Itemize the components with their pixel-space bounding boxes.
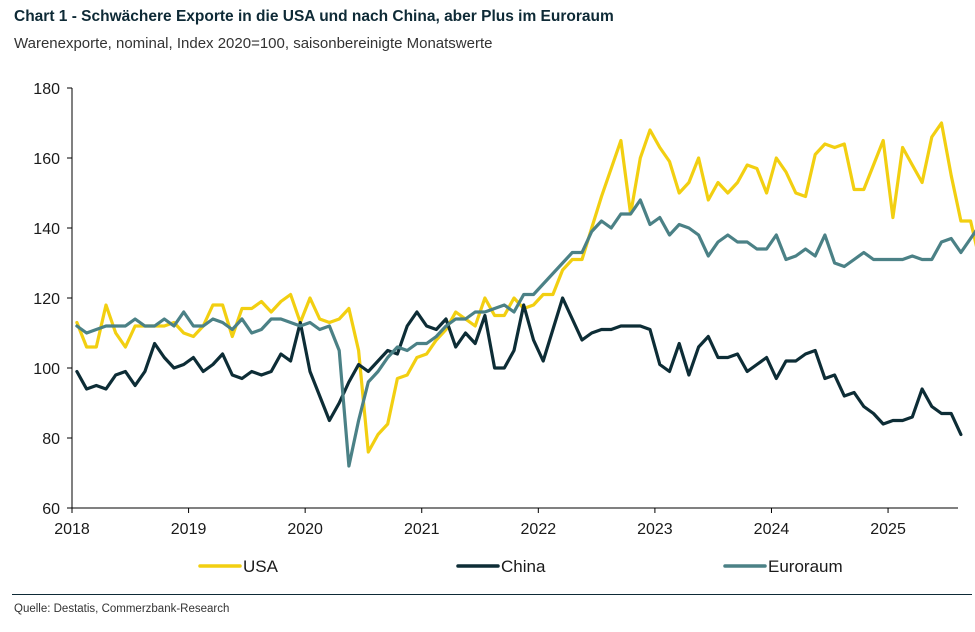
x-tick-label: 2018 [54,521,90,538]
legend-label-euroraum: Euroraum [768,557,843,576]
x-tick-label: 2025 [870,521,906,538]
source-note: Quelle: Destatis, Commerzbank-Research [14,603,230,615]
legend-label-china: China [501,557,546,576]
x-tick-label: 2024 [754,521,790,538]
y-tick-label: 80 [42,431,60,448]
y-tick-label: 180 [33,81,60,98]
legend-label-usa: USA [243,557,279,576]
x-tick-label: 2020 [287,521,323,538]
series-line-euroraum [75,198,975,468]
y-tick-label: 100 [33,361,60,378]
chart-title: Chart 1 - Schwächere Exporte in die USA … [14,8,614,25]
line-chart: 60 80 100 120 140 160 180 2018 2019 2020 2021 2022 2… [33,81,975,576]
x-tick-label: 2021 [404,521,440,538]
y-tick-label: 140 [33,221,60,238]
chart-subtitle: Warenexporte, nominal, Index 2020=100, s… [14,35,493,52]
y-tick-label: 120 [33,291,60,308]
axis-ticks: 60 80 100 120 140 160 180 2018 2019 2020 2021 2022 2… [33,81,906,538]
x-tick-label: 2023 [637,521,673,538]
series-lines [75,121,975,468]
y-tick-label: 160 [33,151,60,168]
legend: USA China Euroraum [198,557,843,576]
series-line-usa [75,121,975,454]
y-tick-label: 60 [42,501,60,518]
series-line-china [75,296,963,437]
footer-divider [12,594,972,595]
x-tick-label: 2022 [521,521,557,538]
x-tick-label: 2019 [171,521,207,538]
